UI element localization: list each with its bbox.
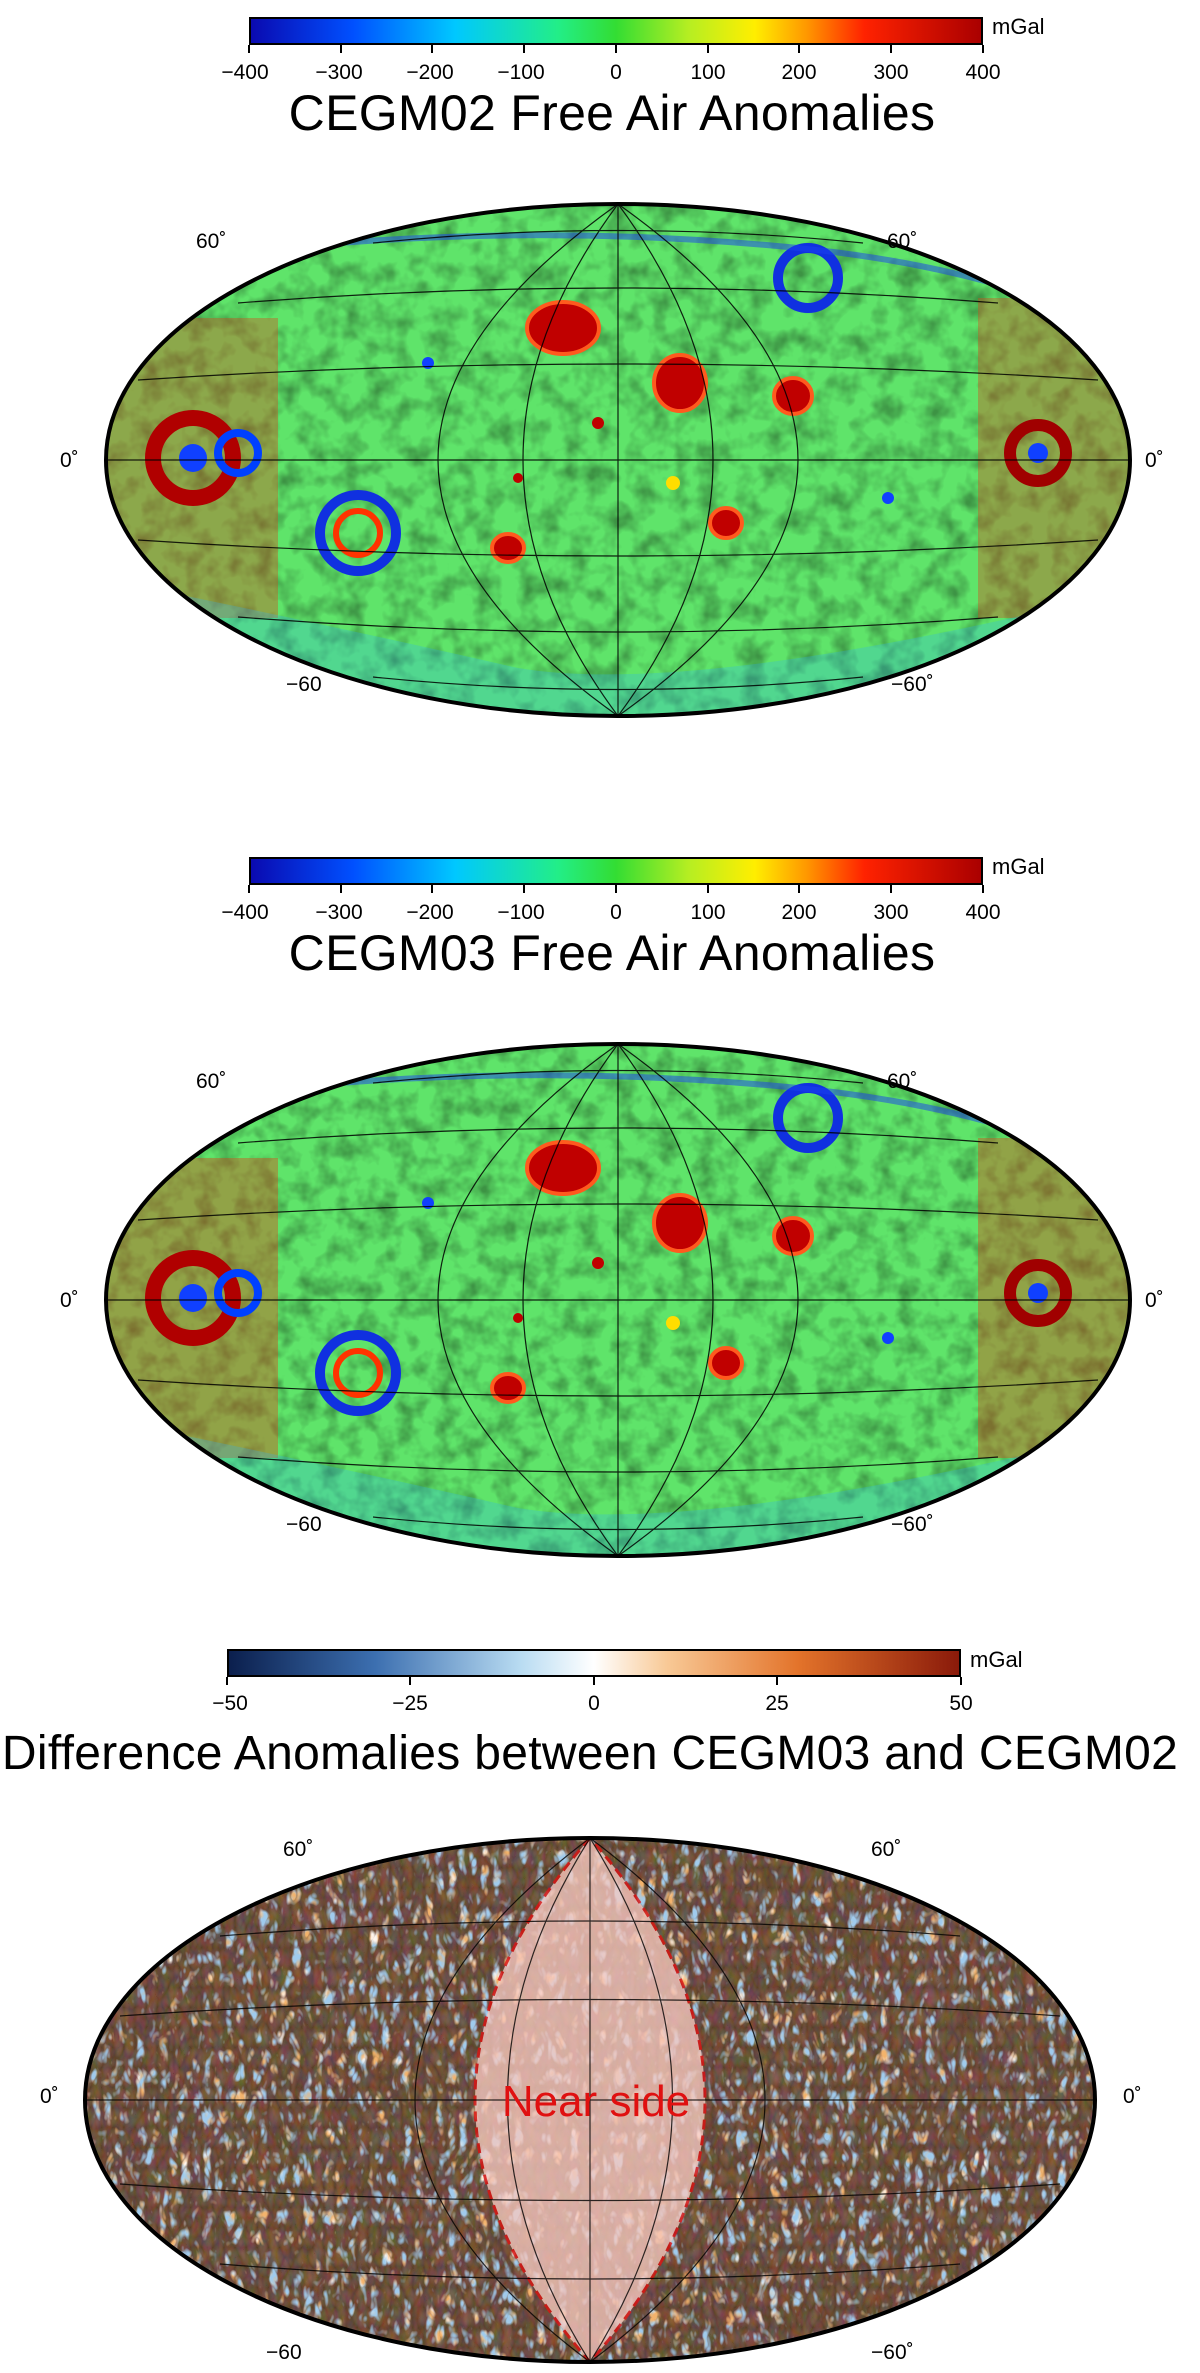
colorbar <box>249 857 983 885</box>
lat-label-south-left: −60 <box>266 2341 302 2364</box>
colorbar-tick-mark <box>776 1677 778 1685</box>
colorbar-tick-mark <box>890 45 892 53</box>
colorbar-tick-label: −100 <box>497 901 545 924</box>
colorbar-tick-label: 0 <box>610 61 622 84</box>
equator-label-left: 0˚ <box>40 2085 59 2108</box>
colorbar-tick-mark <box>798 885 800 893</box>
colorbar-tick-mark <box>890 885 892 893</box>
colorbar-tick-label: 100 <box>690 901 726 924</box>
colorbar-tick-label: −100 <box>497 61 545 84</box>
colorbar-unit: mGal <box>992 14 1045 39</box>
colorbar-tick-mark <box>707 885 709 893</box>
lat-label-north-right: 60˚ <box>887 230 918 253</box>
colorbar-tick-label: −400 <box>221 901 269 924</box>
colorbar-tick-mark <box>982 45 984 53</box>
colorbar-tick-label: 400 <box>965 901 1001 924</box>
colorbar-tick-label: 200 <box>781 61 817 84</box>
colorbar-tick-label: −200 <box>406 901 454 924</box>
equator-label-left: 0˚ <box>60 1289 79 1312</box>
colorbar-tick-mark <box>523 45 525 53</box>
lat-label-north-right: 60˚ <box>887 1070 918 1093</box>
colorbar <box>249 17 983 45</box>
cegm02-panel: mGal −400 −300 −200 −100 0 100 200 300 4… <box>0 0 1200 740</box>
map-title: CEGM02 Free Air Anomalies <box>288 85 936 141</box>
lat-label-north-left: 60˚ <box>196 230 227 253</box>
colorbar-tick-label: 400 <box>965 61 1001 84</box>
colorbar-tick-mark <box>431 885 433 893</box>
colorbar-tick-mark <box>248 45 250 53</box>
hammer-projection-map: Near side <box>83 1836 1097 2364</box>
near-side-label: Near side <box>502 2077 690 2126</box>
hammer-projection-map <box>104 202 1132 718</box>
colorbar-tick-mark <box>248 885 250 893</box>
colorbar-tick-label: 0 <box>610 901 622 924</box>
hammer-projection-map <box>104 1042 1132 1558</box>
colorbar-tick-mark <box>960 1677 962 1685</box>
colorbar-tick-mark <box>707 45 709 53</box>
equator-label-right: 0˚ <box>1145 449 1164 472</box>
colorbar-tick-label: 50 <box>949 1692 973 1715</box>
lat-label-south-right: −60˚ <box>891 673 934 696</box>
colorbar-tick-label: 25 <box>765 1692 789 1715</box>
colorbar-tick-label: −50 <box>212 1692 248 1715</box>
equator-label-right: 0˚ <box>1145 1289 1164 1312</box>
colorbar-tick-label: 200 <box>781 901 817 924</box>
map-title: CEGM03 Free Air Anomalies <box>288 925 936 981</box>
lat-label-south-left: −60 <box>286 673 322 696</box>
difference-panel: mGal −50 −25 0 25 50 Difference Anomalie… <box>0 1640 1200 2373</box>
colorbar-tick-mark <box>982 885 984 893</box>
colorbar-tick-mark <box>615 885 617 893</box>
colorbar-tick-mark <box>593 1677 595 1685</box>
map-title: Difference Anomalies between CEGM03 and … <box>1 1727 1179 1780</box>
lat-label-south-left: −60 <box>286 1513 322 1536</box>
colorbar-tick-label: −300 <box>315 901 363 924</box>
colorbar-tick-mark <box>523 885 525 893</box>
cegm03-panel: mGal −400 −300 −200 −100 0 100 200 300 4… <box>0 840 1200 1580</box>
colorbar-tick-label: −200 <box>406 61 454 84</box>
colorbar-tick-label: 0 <box>588 1692 600 1715</box>
colorbar-unit: mGal <box>970 1647 1023 1672</box>
lat-label-south-right: −60˚ <box>871 2341 914 2364</box>
lat-label-south-right: −60˚ <box>891 1513 934 1536</box>
colorbar-tick-mark <box>615 45 617 53</box>
colorbar-tick-mark <box>340 45 342 53</box>
colorbar <box>227 1649 961 1677</box>
equator-label-left: 0˚ <box>60 449 79 472</box>
colorbar-tick-label: 100 <box>690 61 726 84</box>
lat-label-north-left: 60˚ <box>283 1838 314 1861</box>
colorbar-tick-mark <box>409 1677 411 1685</box>
equator-label-right: 0˚ <box>1123 2085 1142 2108</box>
colorbar-tick-label: −400 <box>221 61 269 84</box>
colorbar-tick-mark <box>226 1677 228 1685</box>
colorbar-tick-label: 300 <box>873 901 909 924</box>
colorbar-tick-label: −300 <box>315 61 363 84</box>
lat-label-north-left: 60˚ <box>196 1070 227 1093</box>
colorbar-tick-mark <box>431 45 433 53</box>
colorbar-tick-label: 300 <box>873 61 909 84</box>
colorbar-tick-mark <box>798 45 800 53</box>
colorbar-tick-label: −25 <box>392 1692 428 1715</box>
colorbar-unit: mGal <box>992 854 1045 879</box>
lat-label-north-right: 60˚ <box>871 1838 902 1861</box>
colorbar-tick-mark <box>340 885 342 893</box>
